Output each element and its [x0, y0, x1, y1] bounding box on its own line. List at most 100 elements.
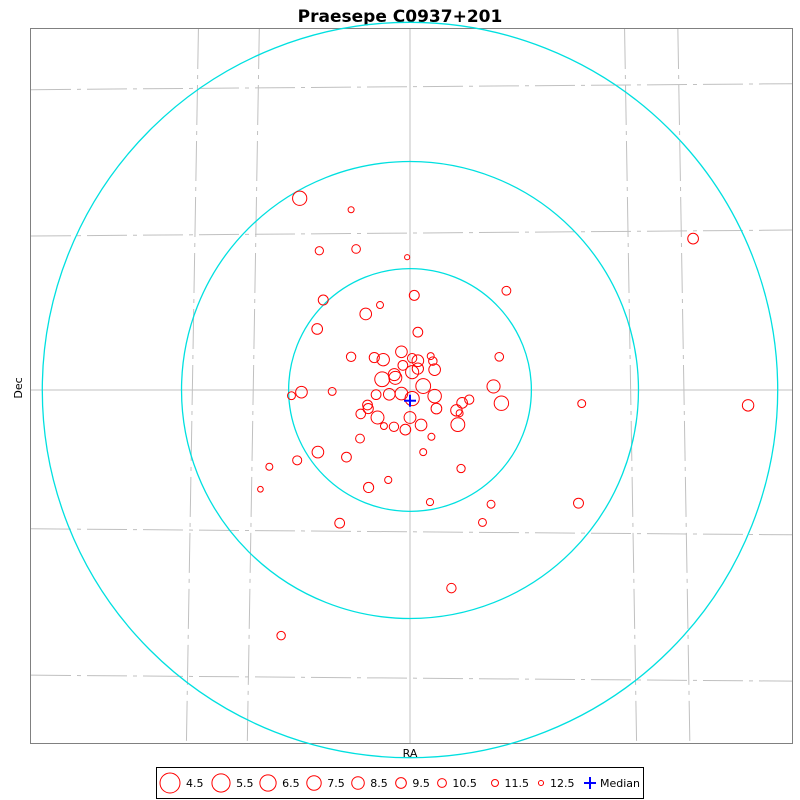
- star-marker: [355, 408, 367, 420]
- grid-line-vertical: [677, 28, 691, 744]
- star-marker: [276, 630, 286, 641]
- grid-line-horizontal: [30, 674, 793, 682]
- star-marker: [427, 432, 436, 441]
- legend-marker: [395, 777, 407, 789]
- median-marker: [404, 394, 416, 407]
- star-marker: [359, 307, 373, 321]
- legend-marker: [159, 772, 181, 794]
- legend-marker: [437, 778, 447, 788]
- legend-label: 6.5: [282, 777, 300, 790]
- star-markers: [257, 190, 755, 641]
- star-marker: [368, 351, 380, 364]
- star-marker: [446, 582, 457, 594]
- star-marker: [404, 390, 420, 407]
- legend-marker: [351, 776, 365, 790]
- grid-line-vertical: [624, 28, 638, 744]
- star-marker: [455, 409, 464, 418]
- star-marker: [379, 422, 388, 431]
- legend-marker: [306, 775, 322, 791]
- legend-marker: [537, 779, 545, 787]
- star-marker: [265, 462, 274, 471]
- grid-lines: [30, 28, 793, 744]
- legend: 4.5 5.5 6.5 7.5 8.5 9.5 10.5 11.5 12.5 Median: [156, 767, 644, 799]
- star-marker: [363, 481, 375, 494]
- legend-box: [156, 767, 644, 799]
- star-marker: [486, 379, 501, 394]
- star-marker: [327, 386, 337, 396]
- chart-title: Praesepe C0937+201: [298, 7, 503, 27]
- radius-ring: [180, 160, 640, 620]
- legend-label: 8.5: [370, 777, 388, 790]
- radius-ring: [41, 21, 779, 759]
- star-marker: [341, 451, 352, 463]
- star-marker: [414, 418, 428, 432]
- star-marker: [573, 497, 584, 509]
- star-marker: [317, 294, 329, 306]
- grid-line-vertical: [246, 28, 260, 744]
- star-marker: [292, 190, 308, 206]
- star-marker: [494, 351, 505, 362]
- y-axis-label: Dec: [12, 377, 25, 398]
- legend-label: 10.5: [452, 777, 477, 790]
- radius-rings: [41, 21, 779, 759]
- star-marker: [347, 206, 355, 214]
- star-marker: [741, 399, 755, 412]
- star-marker: [412, 326, 424, 338]
- star-marker: [425, 498, 435, 507]
- legend-label: 12.5: [550, 777, 575, 790]
- star-marker: [376, 352, 390, 367]
- star-marker: [257, 485, 264, 493]
- star-marker: [478, 517, 487, 527]
- legend-marker: [211, 773, 231, 793]
- star-marker: [408, 289, 420, 301]
- star-marker: [370, 389, 382, 401]
- star-marker: [687, 232, 699, 245]
- star-marker: [464, 394, 475, 405]
- grid-line-horizontal: [30, 229, 793, 237]
- star-marker: [334, 517, 346, 529]
- star-marker: [345, 351, 357, 362]
- star-marker: [395, 345, 408, 359]
- star-marker: [397, 359, 409, 371]
- star-marker: [493, 395, 510, 411]
- star-marker: [411, 362, 424, 375]
- grid-line-horizontal: [30, 83, 793, 91]
- star-marker: [427, 388, 442, 404]
- star-marker: [311, 323, 324, 335]
- star-marker: [388, 421, 400, 432]
- star-marker: [351, 244, 361, 254]
- star-marker: [355, 433, 365, 444]
- legend-label: 5.5: [236, 777, 254, 790]
- star-marker: [577, 399, 587, 409]
- legend-label: 7.5: [327, 777, 345, 790]
- star-marker: [450, 417, 466, 433]
- grid-line-horizontal: [30, 528, 793, 536]
- star-marker: [311, 445, 325, 459]
- grid-line-vertical: [185, 28, 199, 744]
- star-marker: [295, 385, 308, 399]
- legend-label: 9.5: [412, 777, 430, 790]
- star-marker: [428, 363, 441, 376]
- legend-label: 4.5: [186, 777, 204, 790]
- star-marker: [501, 285, 512, 296]
- legend-median-label: Median: [600, 777, 640, 790]
- plot-frame: [30, 28, 793, 744]
- star-marker: [399, 423, 412, 436]
- star-marker: [411, 354, 425, 368]
- star-marker: [376, 301, 385, 310]
- star-marker: [287, 391, 296, 401]
- legend-marker: [259, 774, 277, 792]
- legend-label: 11.5: [504, 777, 529, 790]
- star-marker: [415, 378, 432, 394]
- star-marker: [456, 463, 466, 474]
- star-marker: [388, 370, 403, 385]
- star-marker: [292, 455, 303, 466]
- star-marker: [404, 254, 411, 261]
- star-marker: [426, 352, 435, 361]
- star-marker: [384, 475, 393, 485]
- legend-marker: [491, 779, 499, 787]
- x-axis-label: RA: [403, 747, 418, 760]
- star-marker: [362, 402, 374, 415]
- star-marker: [419, 448, 428, 457]
